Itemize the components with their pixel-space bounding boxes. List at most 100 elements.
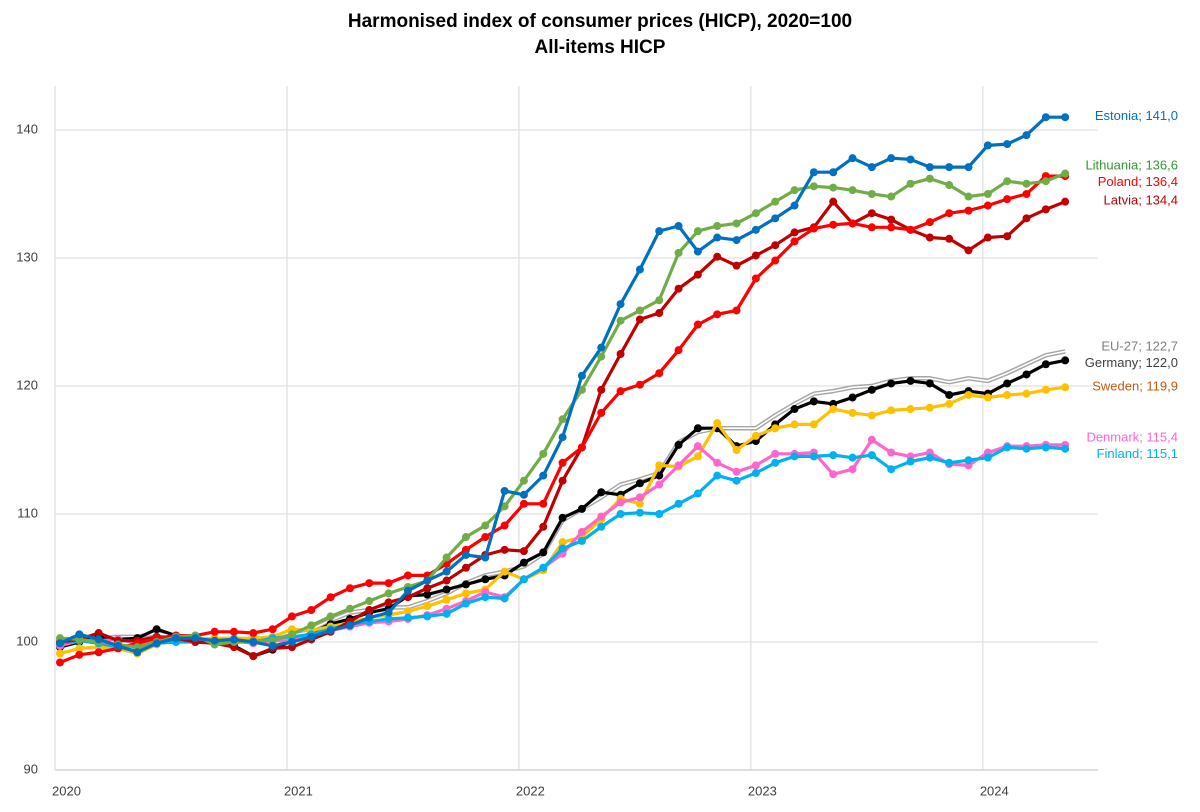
data-point (790, 420, 799, 429)
data-point (732, 306, 741, 315)
data-point (461, 599, 470, 608)
data-point (191, 634, 200, 643)
data-point (519, 575, 528, 584)
data-point (674, 248, 683, 257)
data-point (713, 310, 722, 319)
data-point (906, 179, 915, 188)
data-point (848, 453, 857, 462)
data-point (674, 346, 683, 355)
data-point (461, 563, 470, 572)
data-point (326, 612, 335, 621)
data-point (597, 343, 606, 352)
data-point (56, 649, 64, 658)
data-point (693, 247, 702, 256)
x-tick-label: 2021 (284, 783, 313, 798)
data-point (94, 635, 103, 644)
data-point (577, 527, 586, 536)
label-separator: ; (1138, 109, 1145, 124)
data-point (867, 411, 876, 420)
data-point (558, 513, 567, 522)
data-point (867, 451, 876, 460)
data-point (829, 470, 838, 479)
data-point (75, 644, 84, 653)
data-point (751, 225, 760, 234)
data-point (539, 548, 548, 557)
data-point (1022, 370, 1031, 379)
data-point (210, 627, 219, 636)
data-point (964, 206, 973, 215)
data-point (461, 550, 470, 559)
data-point (829, 220, 838, 229)
data-point (481, 533, 490, 542)
data-point (1061, 444, 1070, 453)
data-point (519, 547, 528, 556)
data-point (732, 236, 741, 245)
data-point (519, 499, 528, 508)
chart-title: Harmonised index of consumer prices (HIC… (348, 11, 852, 32)
data-point (403, 571, 412, 580)
data-point (1022, 214, 1031, 223)
data-point (655, 227, 664, 236)
data-point (867, 190, 876, 198)
data-point (887, 379, 896, 388)
data-point (423, 590, 432, 599)
data-point (616, 316, 625, 325)
data-point (1022, 444, 1031, 453)
data-point (751, 431, 760, 440)
data-point (693, 442, 702, 451)
data-point (577, 536, 586, 545)
data-point (616, 510, 625, 518)
series-name: EU-27 (1101, 339, 1138, 354)
data-point (1041, 385, 1050, 394)
data-point (693, 489, 702, 498)
data-point (558, 433, 567, 442)
data-point (1003, 232, 1012, 241)
series-end-label: EU-27; 122,7 (1101, 339, 1178, 354)
data-point (113, 641, 122, 650)
data-point (655, 309, 664, 318)
data-point (771, 197, 780, 206)
series-name: Estonia (1095, 109, 1139, 124)
data-point (558, 538, 567, 547)
series-end-label: Lithuania; 136,6 (1085, 158, 1178, 173)
series-end-label: Denmark; 115,4 (1086, 430, 1178, 445)
data-point (423, 584, 432, 593)
data-point (423, 612, 432, 621)
data-point (983, 141, 992, 150)
data-point (848, 408, 857, 417)
data-point (171, 634, 180, 643)
data-point (829, 183, 838, 192)
data-point (500, 486, 509, 495)
data-point (945, 458, 954, 467)
data-point (268, 641, 277, 650)
label-separator: ; (1139, 446, 1146, 461)
data-point (771, 458, 780, 467)
data-point (597, 385, 606, 394)
data-point (1022, 389, 1031, 398)
data-point (867, 385, 876, 394)
data-point (945, 234, 954, 243)
data-point (751, 469, 760, 478)
value-label: 134,4 (1145, 193, 1178, 208)
series-name: Latvia (1104, 193, 1139, 208)
data-point (1003, 390, 1012, 399)
data-point (809, 452, 818, 461)
data-point (635, 265, 644, 274)
data-point (771, 256, 780, 265)
data-point (655, 471, 664, 480)
data-point (500, 594, 509, 603)
chart-subtitle: All-items HICP (535, 37, 666, 58)
data-point (597, 522, 606, 531)
data-point (1003, 140, 1012, 149)
data-point (887, 215, 896, 224)
y-tick-label: 110 (17, 505, 38, 520)
data-point (964, 390, 973, 399)
data-point (597, 352, 606, 361)
data-point (771, 424, 780, 433)
series-end-label: Estonia; 141,0 (1095, 109, 1178, 124)
data-point (790, 186, 799, 195)
data-point (56, 639, 64, 648)
data-point (925, 379, 934, 388)
data-point (1022, 190, 1031, 198)
data-point (539, 449, 548, 458)
